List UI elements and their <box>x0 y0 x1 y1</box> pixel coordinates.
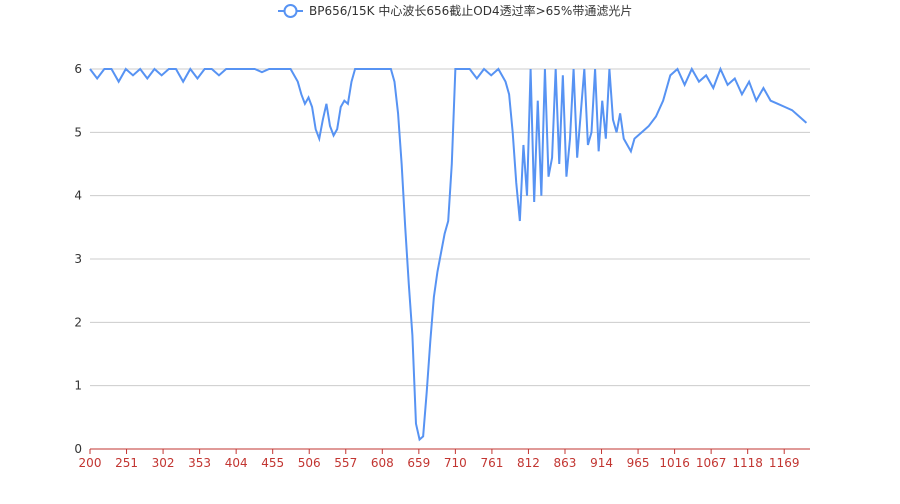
x-tick-label: 1016 <box>659 456 690 470</box>
x-tick-label: 659 <box>407 456 430 470</box>
x-tick-label: 965 <box>627 456 650 470</box>
y-tick-label: 5 <box>74 125 82 139</box>
x-tick-label: 404 <box>225 456 248 470</box>
x-tick-label: 557 <box>334 456 357 470</box>
legend-label: BP656/15K 中心波长656截止OD4透过率>65%带通滤光片 <box>309 3 632 18</box>
x-tick-label: 455 <box>261 456 284 470</box>
x-tick-label: 1067 <box>696 456 727 470</box>
x-tick-label: 863 <box>554 456 577 470</box>
x-tick-label: 1118 <box>732 456 763 470</box>
y-tick-label: 4 <box>74 189 82 203</box>
x-tick-label: 761 <box>480 456 503 470</box>
x-tick-label: 506 <box>298 456 321 470</box>
x-tick-label: 200 <box>79 456 102 470</box>
x-tick-label: 353 <box>188 456 211 470</box>
y-tick-label: 6 <box>74 62 82 76</box>
x-tick-label: 812 <box>517 456 540 470</box>
legend-marker <box>283 4 298 18</box>
y-tick-label: 2 <box>74 315 82 329</box>
x-tick-label: 302 <box>152 456 175 470</box>
x-tick-label: 914 <box>590 456 613 470</box>
y-tick-label: 0 <box>74 442 82 456</box>
data-line <box>89 66 808 442</box>
x-tick-label: 608 <box>371 456 394 470</box>
x-tick-label: 710 <box>444 456 467 470</box>
y-tick-label: 1 <box>74 379 82 393</box>
y-tick-label: 3 <box>74 252 82 266</box>
x-tick-label: 251 <box>115 456 138 470</box>
x-tick-label: 1169 <box>769 456 800 470</box>
